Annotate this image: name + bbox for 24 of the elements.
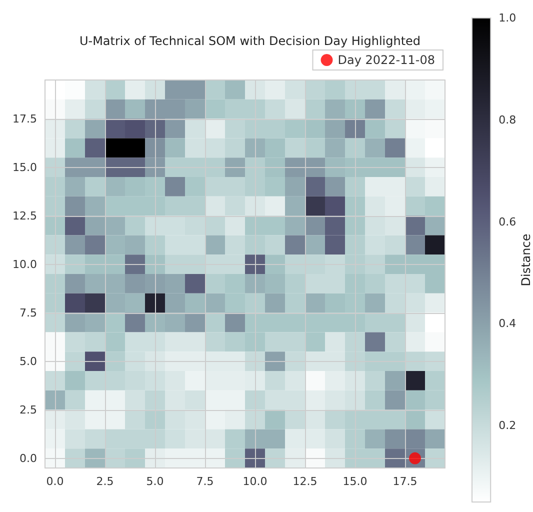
- y-tick-label: 2.5: [20, 403, 37, 416]
- x-tick-label: 2.5: [96, 475, 114, 488]
- color-bar-label: 0.2: [498, 419, 516, 432]
- y-tick-label: 15.0: [12, 160, 37, 174]
- y-tick-label: 7.5: [20, 306, 37, 320]
- color-bar-label: 0.6: [498, 215, 516, 228]
- x-tick-label: 0.0: [46, 475, 64, 488]
- y-tick-label: 10.0: [12, 258, 37, 271]
- chart-title: U-Matrix of Technical SOM with Decision Day Highlighted: [79, 34, 421, 48]
- x-tick-label: 5.0: [146, 475, 164, 488]
- legend-label: Day 2022-11-08: [338, 53, 435, 67]
- x-tick-label: 17.5: [392, 475, 418, 488]
- x-tick-label: 12.5: [292, 475, 318, 488]
- color-bar-label: 0.8: [498, 113, 516, 126]
- x-tick-label: 15.0: [342, 475, 368, 488]
- x-tick-label: 10.0: [242, 475, 268, 488]
- color-bar-title: Distance: [519, 234, 533, 286]
- y-tick-label: 5.0: [20, 354, 37, 368]
- x-tick-label: 7.5: [196, 475, 214, 488]
- color-bar-label: 1.0: [498, 12, 516, 24]
- y-tick-label: 12.5: [12, 209, 37, 222]
- y-tick-label: 0.0: [20, 452, 37, 465]
- color-bar-label: 0.4: [498, 317, 516, 330]
- y-tick-label: 17.5: [12, 112, 37, 126]
